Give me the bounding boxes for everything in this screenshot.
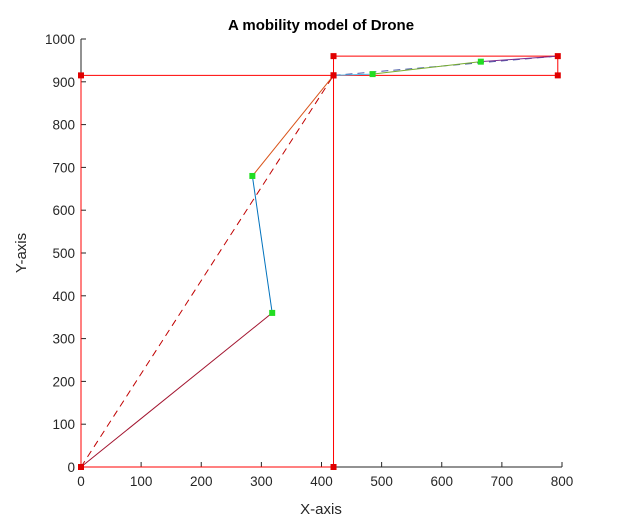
x-tick-label: 800 xyxy=(551,474,574,489)
y-tick-label: 900 xyxy=(52,75,75,90)
x-tick-label: 300 xyxy=(250,474,273,489)
y-tick-label: 500 xyxy=(52,246,75,261)
corner-marker xyxy=(78,464,84,470)
y-tick-label: 100 xyxy=(52,417,75,432)
waypoint-marker xyxy=(249,172,256,179)
x-tick-label: 400 xyxy=(310,474,333,489)
series-line-9 xyxy=(372,61,481,75)
corner-marker xyxy=(554,53,561,60)
y-axis-label: Y-axis xyxy=(13,233,30,273)
x-tick-label: 500 xyxy=(370,474,393,489)
y-tick-label: 600 xyxy=(52,203,75,218)
corner-marker xyxy=(554,72,561,79)
series-group xyxy=(80,55,559,468)
series-line-3 xyxy=(80,75,334,468)
x-tick-label: 700 xyxy=(491,474,514,489)
markers-group xyxy=(78,53,561,470)
corner-marker xyxy=(330,464,337,470)
y-tick-label: 800 xyxy=(52,118,75,133)
y-tick-label: 0 xyxy=(67,460,75,475)
series-line-7 xyxy=(251,75,334,177)
corner-marker xyxy=(330,53,337,60)
y-tick-label: 300 xyxy=(52,332,75,347)
x-axis-label: X-axis xyxy=(300,501,342,518)
x-tick-label: 200 xyxy=(190,474,213,489)
series-line-10 xyxy=(480,55,558,63)
x-tick-label: 600 xyxy=(430,474,453,489)
x-tick-label: 0 xyxy=(77,474,85,489)
chart-title: A mobility model of Drone xyxy=(228,17,414,34)
series-line-6 xyxy=(251,175,273,313)
x-tick-label: 100 xyxy=(130,474,153,489)
series-line-8 xyxy=(333,73,373,76)
axes: 0 100 200 300 400 500 600 700 800 0 100 200 300 400 50… xyxy=(45,32,573,489)
y-tick-label: 700 xyxy=(52,160,75,175)
y-tick-label: 200 xyxy=(52,374,75,389)
series-line-5 xyxy=(80,312,273,468)
corner-marker xyxy=(330,72,337,79)
waypoint-marker xyxy=(369,71,376,78)
waypoint-marker xyxy=(269,309,276,316)
corner-marker xyxy=(78,72,84,79)
y-tick-label: 1000 xyxy=(45,32,75,47)
y-tick-label: 400 xyxy=(52,289,75,304)
waypoint-marker xyxy=(477,58,484,65)
